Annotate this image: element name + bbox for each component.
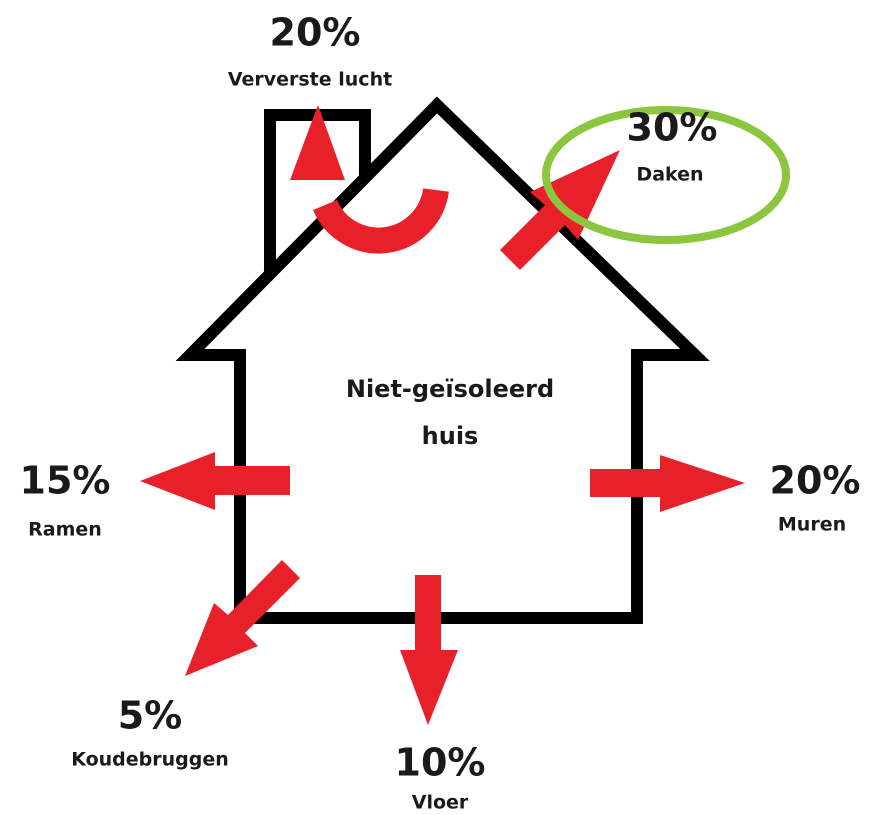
percent: 15%: [20, 459, 111, 503]
label: Daken: [636, 164, 703, 186]
diagram: 20% Ververste lucht 30% Daken 15% Ramen …: [0, 0, 874, 815]
arrow-right: [590, 455, 745, 512]
label: Vloer: [412, 792, 469, 814]
label: Muren: [778, 514, 846, 536]
label: Ververste lucht: [228, 69, 392, 91]
center-label: Niet-geïsoleerd: [346, 375, 554, 403]
percent: 20%: [770, 459, 861, 503]
percent: 10%: [395, 741, 486, 785]
label: Koudebruggen: [71, 749, 229, 771]
label: Ramen: [28, 519, 102, 541]
percent: 30%: [627, 106, 718, 150]
arrow-down: [400, 575, 458, 725]
center-label: huis: [422, 422, 479, 450]
percent: 5%: [118, 694, 183, 738]
percent: 20%: [270, 11, 361, 55]
arrow-left: [140, 452, 290, 510]
